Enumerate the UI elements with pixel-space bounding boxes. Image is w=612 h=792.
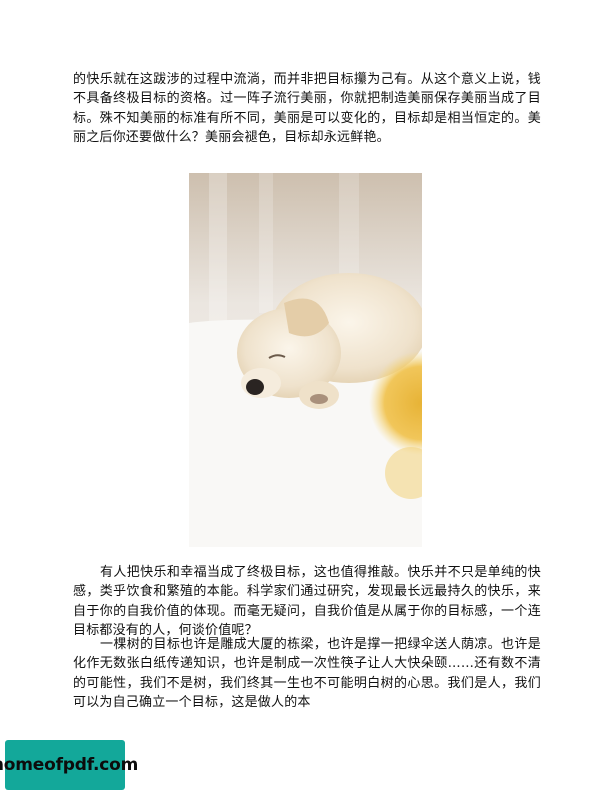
homeofpdf-watermark-logo[interactable]: homeofpdf.com bbox=[0, 740, 138, 790]
paragraph-2: 有人把快乐和幸福当成了终极目标，这也值得推敲。快乐并不只是单纯的快感，类乎饮食和… bbox=[73, 565, 541, 639]
puppy-photo bbox=[189, 173, 422, 547]
puppy-illustration bbox=[189, 173, 422, 547]
paragraph-1: 的快乐就在这跋涉的过程中流淌，而并非把目标攥为己有。从这个意义上说，钱不具备终极… bbox=[73, 72, 541, 146]
watermark-text: homeofpdf.com bbox=[0, 755, 139, 775]
paragraph-3: 一棵树的目标也许是雕成大厦的栋梁，也许是撑一把绿伞送人荫凉。也许是化作无数张白纸… bbox=[73, 637, 541, 711]
